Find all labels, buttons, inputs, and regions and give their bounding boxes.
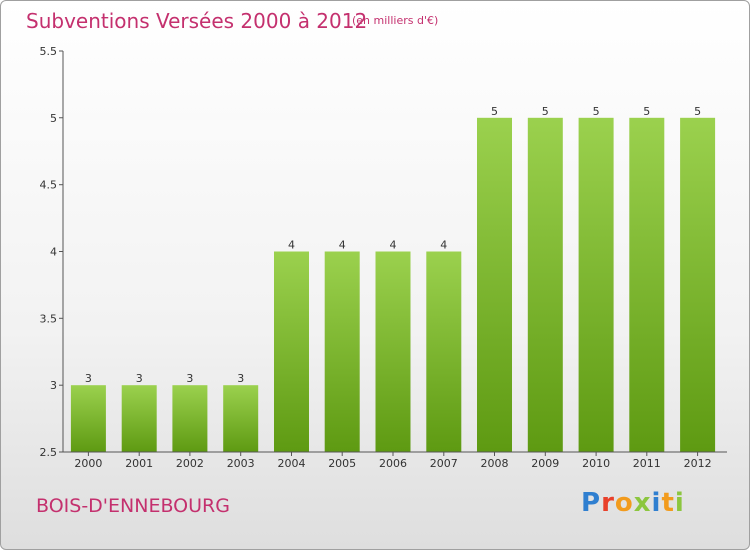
bar-2001 bbox=[121, 385, 157, 452]
value-label-2011: 5 bbox=[643, 105, 650, 118]
bar-2002 bbox=[172, 385, 208, 452]
logo-letter: i bbox=[674, 488, 685, 518]
value-label-2002: 3 bbox=[186, 372, 193, 385]
value-label-2009: 5 bbox=[542, 105, 549, 118]
value-label-2008: 5 bbox=[491, 105, 498, 118]
bar-2011 bbox=[629, 117, 665, 453]
y-tick-label-4: 4 bbox=[50, 246, 57, 259]
x-tick-label-2008: 2008 bbox=[481, 457, 509, 470]
x-tick-label-2003: 2003 bbox=[227, 457, 255, 470]
value-label-2001: 3 bbox=[136, 372, 143, 385]
chart-unit: (en milliers d'€) bbox=[352, 14, 439, 27]
value-label-2010: 5 bbox=[593, 105, 600, 118]
x-tick-label-2009: 2009 bbox=[531, 457, 559, 470]
bars: 3 3 3 3 4 4 4 4 5 5 5 5 5 bbox=[70, 105, 716, 453]
x-tick-label-2011: 2011 bbox=[633, 457, 661, 470]
x-tick-label-2001: 2001 bbox=[125, 457, 153, 470]
bar-2009 bbox=[527, 117, 563, 453]
bar-2004 bbox=[274, 251, 309, 452]
x-tick-label-2006: 2006 bbox=[379, 457, 407, 470]
value-label-2003: 3 bbox=[237, 372, 244, 385]
chart-title: Subventions Versées 2000 à 2012 bbox=[26, 9, 368, 33]
x-tick-label-2012: 2012 bbox=[684, 457, 712, 470]
commune-name: BOIS-D'ENNEBOURG bbox=[36, 495, 230, 517]
axes: 2000 2001 2002 2003 2004 2005 2006 2007 2008 2009… bbox=[40, 45, 727, 470]
value-label-2012: 5 bbox=[694, 105, 701, 118]
x-tick-label-2004: 2004 bbox=[278, 457, 306, 470]
value-label-2006: 4 bbox=[390, 239, 397, 252]
bar-2008 bbox=[477, 117, 512, 453]
bar-2000 bbox=[70, 385, 106, 452]
y-tick-label-5: 5 bbox=[50, 112, 57, 125]
bar-2012 bbox=[680, 117, 716, 453]
logo-letter: P bbox=[581, 488, 602, 518]
value-label-2000: 3 bbox=[85, 372, 92, 385]
bar-2003 bbox=[223, 385, 259, 452]
value-label-2007: 4 bbox=[440, 239, 447, 252]
x-tick-label-2010: 2010 bbox=[582, 457, 610, 470]
x-tick-label-2007: 2007 bbox=[430, 457, 458, 470]
y-tick-label-2.5: 2.5 bbox=[40, 446, 58, 459]
proxiti-logo[interactable]: Proxiti bbox=[581, 488, 685, 518]
logo-letter: x bbox=[633, 488, 652, 518]
logo-letter: r bbox=[601, 488, 615, 518]
bar-2005 bbox=[324, 251, 360, 452]
bar-2006 bbox=[375, 251, 411, 452]
bar-2007 bbox=[426, 251, 462, 452]
bar-2010 bbox=[578, 117, 614, 453]
y-tick-label-3: 3 bbox=[50, 379, 57, 392]
y-tick-label-5.5: 5.5 bbox=[40, 45, 58, 58]
logo-letter: t bbox=[661, 488, 675, 518]
y-tick-label-4.5: 4.5 bbox=[40, 179, 58, 192]
logo-letter: o bbox=[614, 488, 634, 518]
x-tick-label-2000: 2000 bbox=[74, 457, 102, 470]
value-label-2005: 4 bbox=[339, 239, 346, 252]
value-label-2004: 4 bbox=[288, 239, 295, 252]
x-tick-label-2005: 2005 bbox=[328, 457, 356, 470]
x-tick-label-2002: 2002 bbox=[176, 457, 204, 470]
logo-letter: i bbox=[651, 488, 662, 518]
y-tick-label-3.5: 3.5 bbox=[40, 312, 58, 325]
